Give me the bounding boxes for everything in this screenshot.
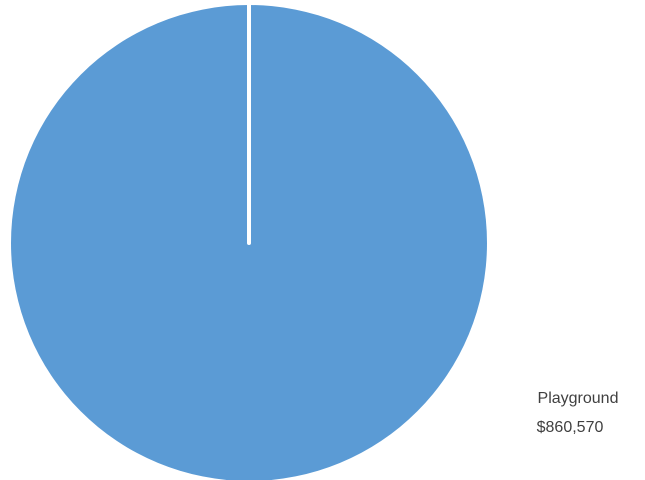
pie-slices <box>11 1 487 480</box>
data-label-category: Playground <box>538 390 619 407</box>
data-label-value: $860,570 <box>537 419 604 436</box>
data-label-playground: Playground $860,570 <box>537 390 619 436</box>
